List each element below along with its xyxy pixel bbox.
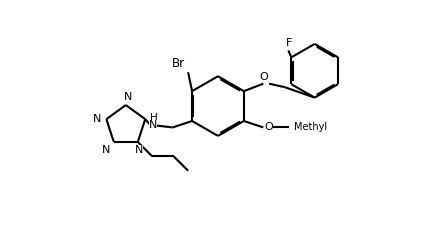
Text: F: F	[286, 38, 292, 48]
Text: N: N	[135, 145, 143, 155]
Text: O: O	[259, 72, 268, 82]
Text: N: N	[102, 145, 110, 155]
Text: O: O	[264, 122, 273, 132]
Text: H: H	[150, 113, 158, 123]
Text: N: N	[124, 91, 132, 102]
Text: Br: Br	[171, 57, 184, 70]
Text: Methyl: Methyl	[294, 122, 327, 132]
Text: N: N	[92, 114, 101, 124]
Text: N: N	[149, 121, 157, 130]
